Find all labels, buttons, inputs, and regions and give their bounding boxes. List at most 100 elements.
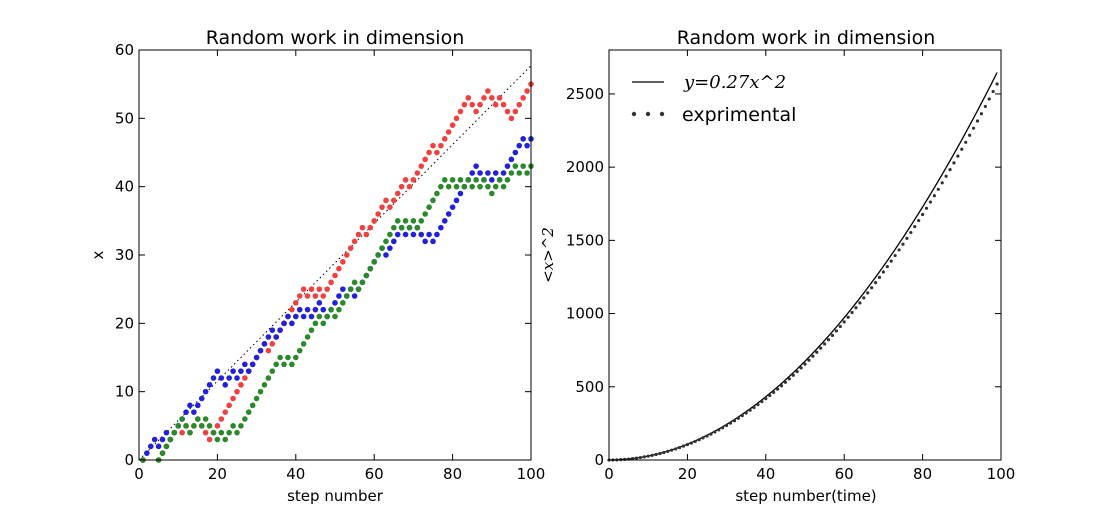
experimental-point: [991, 89, 995, 94]
walk-2-point: [210, 375, 217, 381]
experimental-point: [795, 370, 799, 374]
walk-1-point: [296, 293, 303, 299]
experimental-point: [705, 434, 709, 438]
fit-curve-line: [608, 72, 998, 461]
experimental-point: [885, 265, 889, 269]
walk-1-point: [371, 218, 378, 224]
experimental-point: [905, 236, 909, 241]
walk-2-point: [257, 347, 264, 354]
legend: y=0.27x^2 exprimental: [631, 72, 796, 126]
experimental-point: [768, 393, 772, 398]
walk-1-point: [496, 95, 503, 101]
walk-2-point: [312, 306, 319, 313]
walk-3-point: [230, 423, 236, 429]
walk-2-point: [187, 402, 193, 409]
walk-2-point: [293, 313, 299, 320]
legend-marker-dot: [645, 111, 651, 117]
legend-marker-dot: [659, 111, 665, 117]
walk-1-point: [179, 429, 185, 436]
experimental-point: [952, 161, 956, 165]
walk-3-point: [296, 347, 303, 354]
right-y-tick-label: 2500: [566, 85, 604, 103]
walk-3-point: [336, 306, 342, 313]
walk-2-point: [289, 320, 295, 327]
experimental-point: [815, 350, 819, 354]
walk-1-point: [508, 115, 515, 122]
walk-3-point: [179, 416, 185, 422]
walk-3-point: [391, 224, 397, 231]
walk-3-point: [159, 450, 166, 456]
experimental-point: [968, 133, 972, 137]
walk-2-point: [277, 327, 283, 333]
left-plot: Random work in dimension 0 20 40 60 80 100 0 10…: [89, 27, 545, 505]
walk-3-point: [289, 361, 295, 368]
left-x-tick-label: 40: [286, 465, 305, 483]
experimental-point: [811, 354, 815, 358]
left-x-axis-label: step number: [287, 487, 384, 505]
walk-2-point: [226, 375, 232, 381]
walk-3-point: [300, 341, 307, 347]
right-x-tick-label: 60: [835, 465, 854, 483]
walk-3-point: [383, 238, 389, 245]
walk-3-point: [469, 183, 476, 190]
walk-3-point: [285, 354, 291, 361]
walk-1-point: [230, 395, 236, 402]
experimental-point: [924, 206, 929, 210]
walk-1-point: [238, 382, 244, 388]
left-y-tick-label: 20: [115, 314, 134, 332]
walk-3-point: [324, 313, 330, 320]
walk-1-point: [363, 231, 370, 238]
walk-2-point: [191, 409, 197, 415]
walk-2-point: [285, 313, 291, 320]
left-y-tick-label: 30: [115, 246, 134, 264]
walk-3-point: [163, 443, 170, 450]
experimental-point: [642, 455, 646, 459]
experimental-point: [650, 453, 654, 457]
experimental-point: [979, 112, 984, 116]
walk-3-point: [265, 375, 272, 381]
experimental-point: [721, 426, 725, 430]
experimental-point: [995, 82, 999, 86]
walk-1-point: [516, 101, 523, 108]
experimental-point: [775, 387, 780, 391]
walk-2-point: [332, 300, 338, 306]
walk-1-point: [414, 170, 421, 176]
experimental-point: [866, 291, 870, 295]
walk-2-point: [418, 231, 425, 238]
walk-2-point: [383, 252, 389, 258]
experimental-point: [779, 384, 784, 388]
walk-3-point: [183, 423, 189, 429]
walk-3-point: [441, 177, 448, 183]
right-y-tick-label: 500: [575, 378, 604, 396]
experimental-point: [858, 301, 862, 305]
walk-2-point: [520, 136, 526, 142]
experimental-point: [823, 342, 827, 346]
walk-3-point: [359, 279, 366, 286]
experimental-point: [862, 296, 866, 300]
walk-1-point: [332, 272, 338, 279]
walk-3-point: [434, 190, 440, 197]
walk-1-point: [402, 177, 409, 183]
walk-3-point: [418, 218, 425, 224]
experimental-point: [928, 200, 933, 204]
walk-3-point: [485, 183, 491, 190]
walk-1-point: [512, 108, 519, 115]
walk-3-point: [398, 224, 405, 231]
experimental-point: [772, 390, 776, 394]
walk-1-point: [300, 286, 307, 292]
experimental-point: [693, 439, 697, 444]
experimental-point: [658, 451, 662, 456]
walk-2-point: [202, 388, 209, 395]
left-x-tick-label: 0: [134, 465, 144, 483]
right-axes-frame: [608, 49, 1002, 461]
right-plot: Random work in dimension 0 20 40 60 80 100050…: [539, 27, 1015, 505]
right-y-tick-label: 1500: [566, 231, 604, 249]
walk-2-point: [492, 170, 499, 176]
walk-3-point: [387, 231, 393, 238]
walk-3-point: [343, 293, 350, 299]
walk-1-point: [218, 416, 225, 422]
walk-1-point: [406, 183, 413, 190]
walk-1-point: [226, 402, 232, 409]
right-y-tick-label: 0: [594, 451, 604, 469]
walk-3-point: [504, 177, 511, 183]
